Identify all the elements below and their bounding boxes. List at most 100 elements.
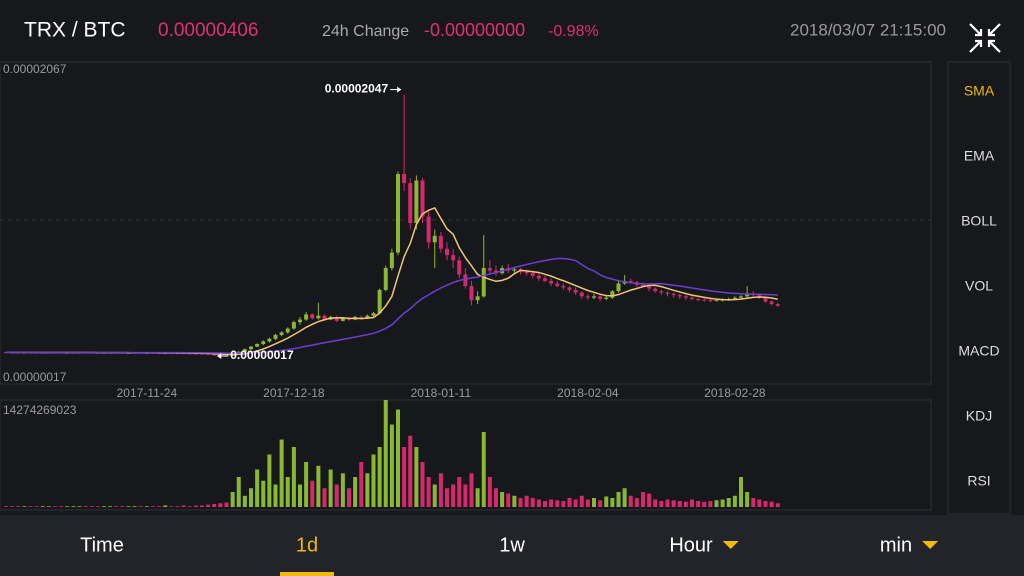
volume-bar [212,504,217,507]
volume-bar [334,484,339,507]
volume-bar [592,498,596,507]
volume-bar [89,506,94,507]
volume-bar [285,477,290,507]
candle-body [549,280,554,284]
tab[interactable]: min [880,534,912,556]
tab[interactable]: Hour [669,534,713,556]
volume-bar [451,484,456,507]
volume-bar [659,501,664,507]
volume-bar [647,493,652,507]
collapse-button[interactable] [969,23,1001,53]
x-tick-label: 2018-02-04 [557,386,619,400]
candle-body [475,296,480,301]
volume-bar [230,492,235,507]
candle-body [598,296,603,299]
volume-bar [677,501,682,507]
volume-bar [524,495,529,507]
dropdown-arrow [722,541,739,549]
candle-body [677,295,682,297]
volume-bar [616,492,621,507]
indicator-button[interactable]: VOL [965,278,993,294]
candle-body [420,180,425,217]
volume-bar [763,501,768,507]
volume-bar [769,501,774,507]
indicator-button[interactable]: RSI [967,473,990,489]
volume-bar [702,501,707,507]
candle-body [249,346,253,350]
volume-bar [249,488,253,507]
candle-body [653,288,658,292]
volume-bar [402,447,407,507]
candle-body [285,328,290,333]
volume-bar [255,469,260,507]
volume-tick-label: 14274269023 [3,403,77,417]
volume-bar [530,498,535,507]
volume-bar [463,484,468,507]
candle-body [592,296,596,298]
price: 0.00000406 [158,20,258,41]
candle-body [487,268,492,271]
candle-body [616,283,621,292]
volume-bar [132,506,137,507]
tab[interactable]: Time [80,534,124,556]
indicator-button[interactable]: BOLL [961,213,997,229]
volume-bar [371,454,376,507]
candle-body [739,296,743,298]
candle-body [708,300,713,302]
volume-bar [567,498,572,507]
volume-bar [396,409,400,507]
volume-bar [28,506,33,507]
indicator-button[interactable]: KDJ [966,408,992,424]
candle-body [555,283,560,287]
candle-body [690,297,694,299]
volume-bar [279,439,284,507]
volume-bar [95,506,100,507]
volume-bar [383,400,388,507]
candle-body [445,248,449,256]
candle-body [396,174,400,253]
indicator-button[interactable]: EMA [964,148,995,164]
volume-bar [696,501,701,507]
indicator-button[interactable]: MACD [958,343,999,359]
volume-bar [22,506,27,507]
candle-body [561,286,566,288]
candle-body [524,271,529,274]
candle-body [408,183,413,223]
candle-body [316,315,321,319]
volume-bar [59,506,64,507]
volume-bar [175,506,180,507]
volume-bar [420,462,425,507]
candle-body [585,296,590,298]
candle-body [402,174,407,184]
y-tick-label: 0.00002067 [3,62,67,76]
volume-bar [53,506,57,507]
candle-body [389,252,394,269]
candle-body [322,315,327,320]
max-label: 0.00002047 [325,82,389,96]
candle-body [469,286,474,301]
volume-bar [726,498,731,507]
indicator-button[interactable]: SMA [964,83,995,99]
volume-bar [518,498,523,507]
candle-body [481,268,486,297]
x-tick-label: 2017-12-18 [263,386,325,400]
pair: TRX / BTC [24,19,126,42]
candle-body [745,293,750,297]
volume-bar [408,435,413,507]
volume-bar [745,492,750,507]
volume-bar [298,484,302,507]
volume-bar [426,477,431,507]
volume-bar [494,488,498,507]
candle-body [463,274,468,287]
tab[interactable]: 1d [296,534,318,556]
volume-bar [438,473,443,507]
volume-bar [389,424,394,507]
volume-bar [340,473,345,507]
volume-bar [71,506,76,507]
candle-body [451,255,456,261]
volume-bar [169,506,174,507]
tab[interactable]: 1w [499,534,525,556]
candle-body [279,332,284,336]
